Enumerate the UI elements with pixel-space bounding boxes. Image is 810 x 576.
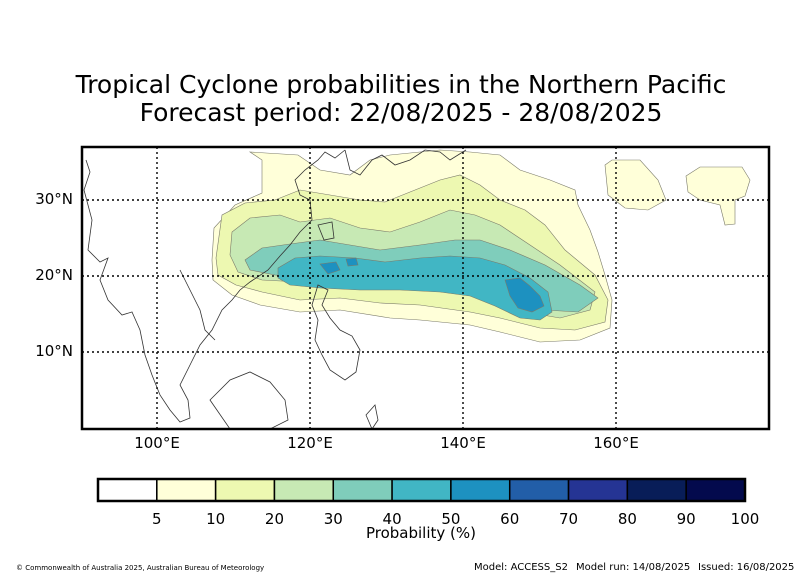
chart-title-line2: Forecast period: 22/08/2025 - 28/08/2025 [139, 98, 663, 127]
colorbar-segment [685, 478, 746, 502]
colorbar-segment [567, 478, 629, 502]
model-name: Model: ACCESS_S2 [474, 562, 568, 573]
colorbar-tick-label: 80 [617, 510, 637, 528]
colorbar-title: Probability (%) [365, 524, 477, 542]
model-run-date: Model run: 14/08/2025 [576, 562, 691, 573]
colorbar-tick-label: 100 [730, 510, 760, 528]
contour-40 [277, 255, 553, 321]
colorbar-tick-label: 60 [500, 510, 520, 528]
lon-label-140: 140°E [440, 434, 486, 452]
issued-date: Issued: 16/08/2025 [698, 562, 795, 573]
contour-50 [504, 277, 545, 313]
contour-50-west [319, 261, 341, 275]
colorbar-tick-label: 30 [323, 510, 343, 528]
lon-label-100: 100°E [134, 434, 180, 452]
coastline-philippines [311, 284, 361, 381]
colorbar-tick-label: 50 [441, 510, 461, 528]
copyright-text: © Commonwealth of Australia 2025, Austra… [16, 564, 265, 572]
colorbar-segment [450, 478, 511, 502]
probability-contours [211, 149, 751, 343]
colorbar-tick-label: 10 [206, 510, 226, 528]
contour-5-far-east [685, 166, 751, 226]
lat-label-30: 30°N [35, 190, 73, 208]
gridlines [82, 147, 769, 429]
colorbar [96, 477, 747, 503]
lat-label-10: 10°N [35, 342, 73, 360]
colorbar-tick-label: 20 [264, 510, 284, 528]
coastline-korea-japan [344, 149, 467, 176]
colorbar-segment [156, 478, 217, 502]
colorbar-segment [391, 478, 452, 502]
colorbar-tick-label: 90 [676, 510, 696, 528]
colorbar-segment [273, 478, 335, 502]
colorbar-tick-label: 40 [382, 510, 402, 528]
lat-label-20: 20°N [35, 266, 73, 284]
coastline-taiwan [317, 221, 335, 241]
colorbar-segment [214, 478, 276, 502]
colorbar-segment [97, 478, 158, 502]
map-plot [80, 145, 771, 431]
lon-label-160: 160°E [593, 434, 639, 452]
coastline-asia [83, 149, 346, 423]
colorbar-frame [96, 477, 747, 503]
colorbar-tick-label: 70 [558, 510, 579, 528]
colorbar-segment [332, 478, 393, 502]
colorbar-tick-label: 5 [152, 510, 162, 528]
lon-label-120: 120°E [287, 434, 333, 452]
map-frame [80, 145, 771, 431]
chart-title-line1: Tropical Cyclone probabilities in the No… [75, 70, 727, 99]
coastline-sulawesi [365, 404, 379, 430]
colorbar-segment [508, 478, 570, 502]
coastline-indochina [179, 269, 216, 341]
contour-50-mid [345, 257, 359, 267]
colorbar-segment [626, 478, 687, 502]
